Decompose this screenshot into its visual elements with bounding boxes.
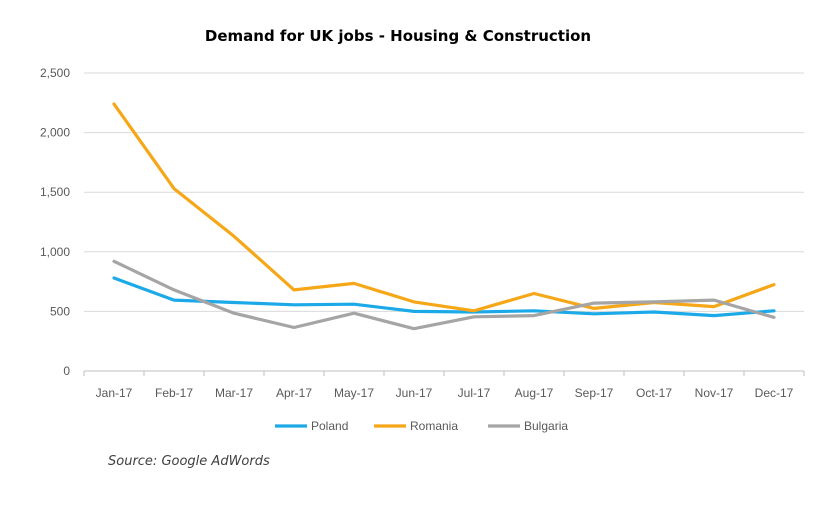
x-tick-label: Jun-17 bbox=[396, 386, 433, 400]
legend-label: Romania bbox=[410, 419, 458, 433]
legend: Poland Romania Bulgaria bbox=[275, 419, 568, 433]
y-axis: 0 500 1,000 1,500 2,000 2,500 bbox=[40, 66, 70, 378]
x-tick-label: Jan-17 bbox=[96, 386, 133, 400]
legend-item-poland: Poland bbox=[275, 419, 348, 433]
y-tick-label: 2,000 bbox=[40, 126, 70, 140]
legend-label: Poland bbox=[311, 419, 348, 433]
legend-label: Bulgaria bbox=[524, 419, 568, 433]
x-tick-label: Nov-17 bbox=[695, 386, 734, 400]
series-lines bbox=[112, 102, 776, 331]
y-tick-label: 1,000 bbox=[40, 245, 70, 259]
x-tick-label: Mar-17 bbox=[215, 386, 253, 400]
y-tick-label: 500 bbox=[50, 304, 70, 318]
x-tick-label: Oct-17 bbox=[636, 386, 672, 400]
x-tick-label: May-17 bbox=[334, 386, 374, 400]
x-tick-label: Feb-17 bbox=[155, 386, 193, 400]
x-tick-label: Apr-17 bbox=[276, 386, 312, 400]
gridlines bbox=[84, 72, 804, 372]
series-line-bulgaria bbox=[112, 259, 776, 331]
x-tick-label: Aug-17 bbox=[515, 386, 554, 400]
x-tick-label: Jul-17 bbox=[458, 386, 491, 400]
legend-item-romania: Romania bbox=[374, 419, 458, 433]
y-tick-label: 2,500 bbox=[40, 66, 70, 80]
source-note: Source: Google AdWords bbox=[108, 454, 270, 469]
y-tick-label: 1,500 bbox=[40, 185, 70, 199]
x-tick-label: Dec-17 bbox=[755, 386, 794, 400]
chart-title: Demand for UK jobs - Housing & Construct… bbox=[205, 27, 591, 45]
series-line-romania bbox=[112, 102, 776, 313]
x-tick-label: Sep-17 bbox=[575, 386, 614, 400]
y-tick-label: 0 bbox=[63, 364, 70, 378]
series-line-poland bbox=[112, 276, 776, 318]
legend-item-bulgaria: Bulgaria bbox=[488, 419, 568, 433]
x-axis: Jan-17 Feb-17 Mar-17 Apr-17 May-17 Jun-17 Jul-… bbox=[83, 371, 805, 400]
